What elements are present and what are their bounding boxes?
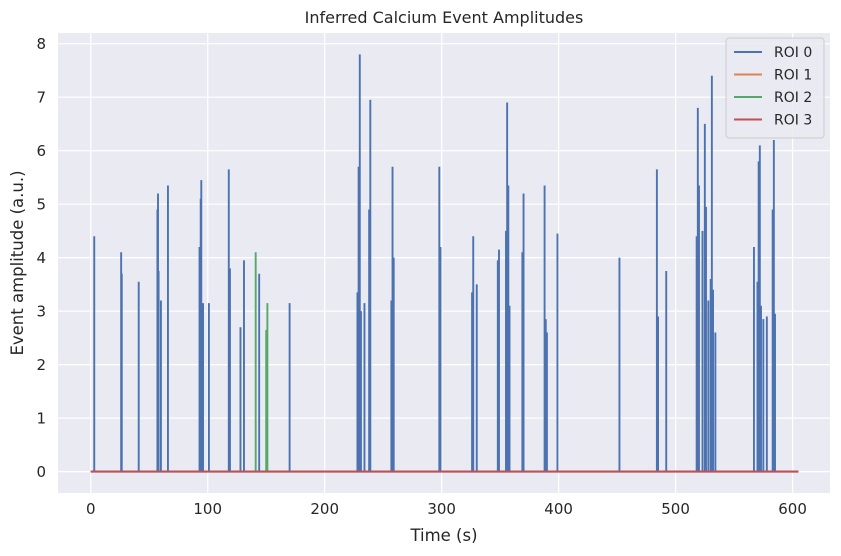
tick-labels: 0 100 200 300 400 500 600 0 1 2 3 4 5 6 7 8 — [36, 35, 806, 518]
x-tick-label: 300 — [427, 500, 456, 518]
x-tick-label: 0 — [86, 500, 96, 518]
legend-label: ROI 3 — [774, 113, 812, 129]
x-tick-label: 100 — [193, 500, 222, 518]
legend: ROI 0 ROI 1 ROI 2 ROI 3 — [725, 37, 825, 139]
y-tick-label: 4 — [36, 249, 46, 267]
legend-label: ROI 0 — [774, 45, 812, 61]
y-tick-label: 5 — [36, 196, 46, 214]
y-tick-label: 6 — [36, 142, 46, 160]
y-axis-label: Event amplitude (a.u.) — [8, 170, 27, 355]
x-tick-label: 200 — [310, 500, 339, 518]
gridlines — [58, 33, 830, 493]
y-tick-label: 7 — [36, 89, 46, 107]
chart-title: Inferred Calcium Event Amplitudes — [305, 8, 584, 27]
x-tick-label: 500 — [661, 500, 690, 518]
x-tick-label: 400 — [544, 500, 573, 518]
y-tick-label: 3 — [36, 303, 46, 321]
x-axis-label: Time (s) — [409, 526, 477, 545]
series-lines — [90, 54, 799, 473]
y-tick-label: 0 — [36, 463, 46, 481]
plot-area — [58, 33, 830, 493]
x-tick-label: 600 — [778, 500, 807, 518]
y-tick-label: 1 — [36, 410, 46, 428]
y-tick-label: 2 — [36, 356, 46, 374]
legend-box — [725, 37, 825, 139]
legend-label: ROI 2 — [774, 90, 812, 106]
y-tick-label: 8 — [36, 35, 46, 53]
legend-label: ROI 1 — [774, 68, 812, 84]
series-line-roi-2 — [90, 252, 799, 473]
